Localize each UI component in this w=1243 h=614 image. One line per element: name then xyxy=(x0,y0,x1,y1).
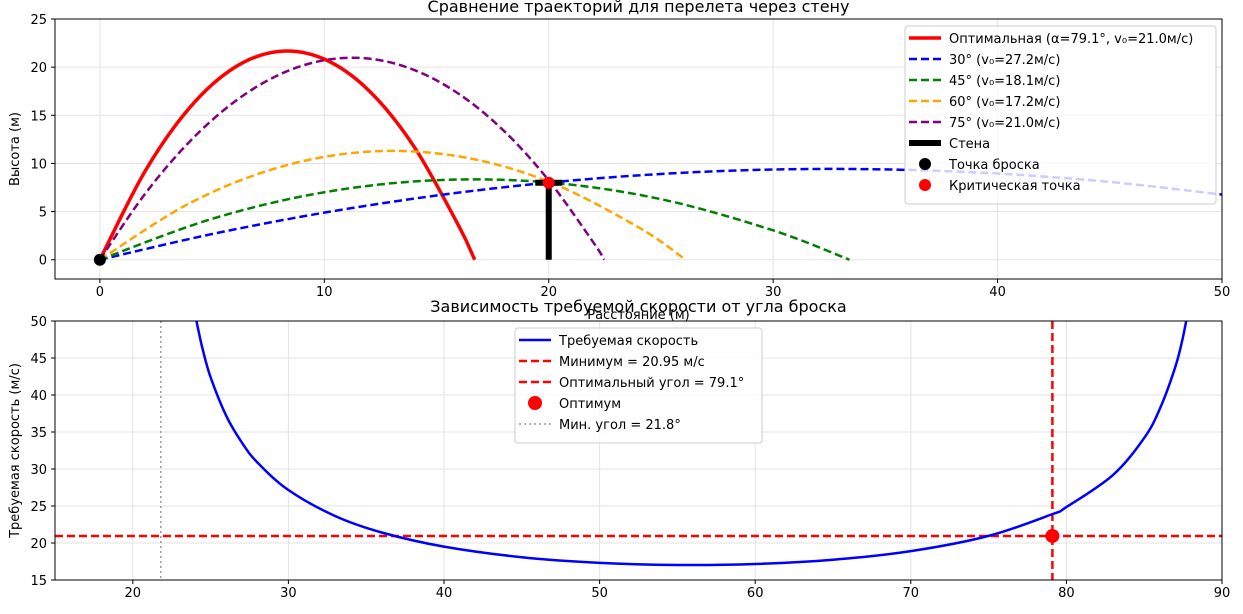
x-tick-label: 90 xyxy=(1214,586,1231,601)
legend-marker xyxy=(528,396,542,410)
y-tick-label: 20 xyxy=(30,537,47,552)
legend: Требуемая скорость Минимум = 20.95 м/с Опт… xyxy=(514,327,763,444)
y-tick-label: 40 xyxy=(30,389,47,404)
legend-label: 75° (v₀=21.0м/с) xyxy=(949,116,1060,131)
series-line xyxy=(98,49,477,261)
x-tick-label: 50 xyxy=(591,586,608,601)
data-point xyxy=(542,176,555,189)
y-tick-label: 50 xyxy=(30,315,47,330)
legend-label: 45° (v₀=18.1м/с) xyxy=(949,74,1060,89)
axes-frame xyxy=(54,320,1223,581)
x-tick-label: 50 xyxy=(1214,285,1231,300)
legend-label: 30° (v₀=27.2м/с) xyxy=(949,53,1060,68)
x-tick-label: 0 xyxy=(96,285,104,300)
y-tick-label: 15 xyxy=(30,574,47,589)
series-line xyxy=(99,178,850,261)
series-line xyxy=(98,56,606,261)
series-line xyxy=(195,321,1188,567)
x-tick-label: 70 xyxy=(903,586,920,601)
legend-label: Стена xyxy=(949,137,990,152)
y-tick-label: 25 xyxy=(30,500,47,515)
y-tick-label: 20 xyxy=(30,61,47,76)
x-tick-label: 20 xyxy=(125,586,142,601)
legend-label: Оптимальная (α=79.1°, v₀=21.0м/с) xyxy=(949,32,1193,47)
y-tick-label: 35 xyxy=(30,426,47,441)
x-axis-label: Расстояние (м) xyxy=(587,308,689,323)
x-tick-label: 30 xyxy=(765,285,782,300)
legend-label: Минимум = 20.95 м/с xyxy=(559,355,705,370)
y-tick-label: 0 xyxy=(39,254,47,269)
legend-marker xyxy=(919,158,931,170)
legend-label: Оптимум xyxy=(559,397,621,412)
data-point xyxy=(93,253,106,266)
x-tick-label: 40 xyxy=(989,285,1006,300)
legend-label: Требуемая скорость xyxy=(558,334,698,349)
subplot: 0 10 20 30 40 50 0 5 10 15 20 25 Сравнение траектори… xyxy=(8,0,1230,323)
chart-title: Зависимость требуемой скорости от угла б… xyxy=(430,297,846,316)
x-tick-label: 10 xyxy=(316,285,333,300)
plot-area xyxy=(55,321,1222,580)
series-line xyxy=(99,149,687,261)
legend: Оптимальная (α=79.1°, v₀=21.0м/с) 30° (v₀… xyxy=(904,25,1217,205)
y-tick-label: 30 xyxy=(30,463,47,478)
legend-label: Оптимальный угол = 79.1° xyxy=(559,376,744,391)
y-axis-label: Требуемая скорость (м/с) xyxy=(8,363,23,539)
y-axis-label: Высота (м) xyxy=(8,112,23,186)
y-tick-label: 45 xyxy=(30,352,47,367)
y-tick-label: 15 xyxy=(30,109,47,124)
legend-label: Точка броска xyxy=(948,158,1040,173)
legend-box xyxy=(514,327,763,444)
legend-box xyxy=(904,25,1217,205)
legend-marker xyxy=(919,179,931,191)
x-tick-label: 80 xyxy=(1058,586,1075,601)
legend-label: Критическая точка xyxy=(949,179,1081,194)
x-tick-label: 20 xyxy=(540,285,557,300)
data-point xyxy=(1045,528,1060,543)
y-tick-label: 10 xyxy=(30,157,47,172)
chart-title: Сравнение траекторий для перелета через … xyxy=(428,0,850,16)
x-tick-label: 40 xyxy=(436,586,453,601)
x-tick-label: 30 xyxy=(280,586,297,601)
axes-frame xyxy=(54,18,1223,280)
y-tick-label: 5 xyxy=(39,206,47,221)
x-tick-label: 60 xyxy=(747,586,764,601)
subplot: 20 30 40 50 60 70 80 90 15 20 25 30 35 40 45 50 Зависимо… xyxy=(8,297,1231,601)
legend-label: 60° (v₀=17.2м/с) xyxy=(949,95,1060,110)
legend-label: Мин. угол = 21.8° xyxy=(559,418,681,433)
y-tick-label: 25 xyxy=(30,13,47,28)
